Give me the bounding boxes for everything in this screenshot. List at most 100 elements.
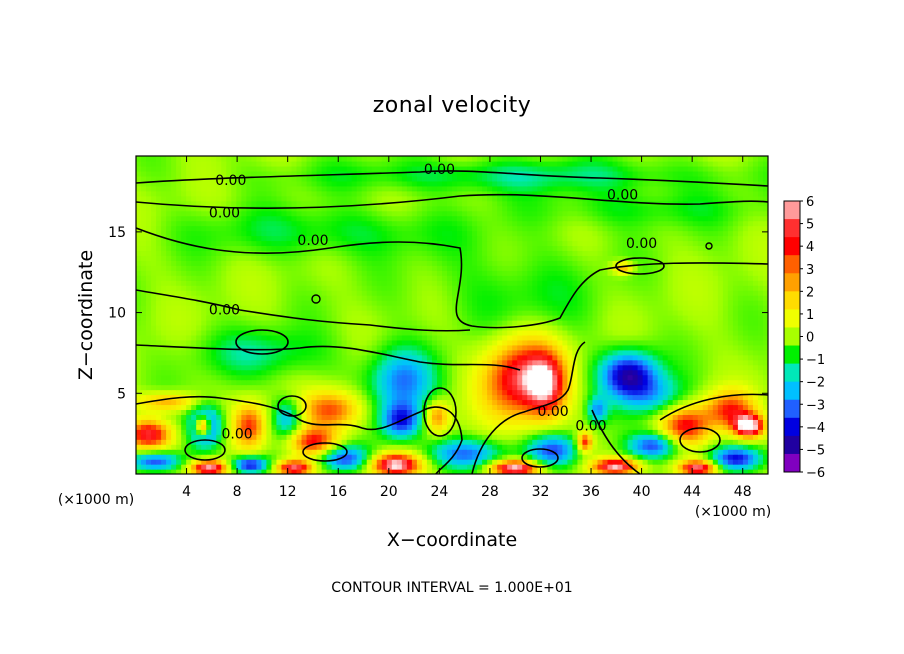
heatmap-cell xyxy=(401,374,408,381)
heatmap-cell xyxy=(386,444,393,450)
heatmap-cell xyxy=(331,419,338,425)
heatmap-cell xyxy=(597,429,604,435)
heatmap-cell xyxy=(266,329,273,336)
heatmap-cell xyxy=(276,349,283,356)
heatmap-cell xyxy=(657,339,664,346)
heatmap-cell xyxy=(752,369,759,376)
heatmap-cell xyxy=(737,419,744,425)
heatmap-cell xyxy=(532,324,538,331)
heatmap-cell xyxy=(497,409,503,415)
heatmap-cell xyxy=(266,389,273,396)
heatmap-cell xyxy=(251,305,257,311)
heatmap-cell xyxy=(401,310,408,316)
heatmap-cell xyxy=(542,334,548,341)
heatmap-cell xyxy=(356,449,363,455)
heatmap-cell xyxy=(597,464,604,470)
heatmap-cell xyxy=(527,449,533,455)
heatmap-cell xyxy=(396,389,403,396)
heatmap-cell xyxy=(597,399,604,406)
heatmap-cell xyxy=(617,464,624,470)
heatmap-cell xyxy=(512,374,518,381)
heatmap-cell xyxy=(361,285,368,291)
heatmap-cell xyxy=(371,449,378,455)
heatmap-cell xyxy=(221,424,227,430)
heatmap-cell xyxy=(156,384,162,391)
heatmap-cell xyxy=(256,384,262,391)
heatmap-cell xyxy=(482,374,488,381)
heatmap-cell xyxy=(587,319,594,326)
heatmap-cell xyxy=(582,459,589,465)
heatmap-cell xyxy=(381,419,388,425)
heatmap-cell xyxy=(431,374,438,381)
heatmap-cell xyxy=(512,394,518,401)
heatmap-cell xyxy=(707,344,714,351)
heatmap-cell xyxy=(527,319,533,326)
heatmap-cell xyxy=(592,295,599,301)
heatmap-cell xyxy=(311,399,318,406)
heatmap-cell xyxy=(612,444,619,450)
heatmap-cell xyxy=(426,374,433,381)
heatmap-cell xyxy=(717,285,724,291)
heatmap-cell xyxy=(236,300,242,306)
heatmap-cell xyxy=(411,315,418,321)
heatmap-cell xyxy=(316,290,323,296)
heatmap-cell xyxy=(582,319,589,326)
heatmap-cell xyxy=(572,285,578,291)
heatmap-cell xyxy=(266,364,273,371)
heatmap-cell xyxy=(161,310,167,316)
heatmap-cell xyxy=(582,315,589,321)
heatmap-cell xyxy=(717,364,724,371)
heatmap-cell xyxy=(326,429,333,435)
heatmap-cell xyxy=(567,399,573,406)
heatmap-cell xyxy=(226,369,232,376)
heatmap-cell xyxy=(477,359,483,366)
heatmap-cell xyxy=(226,434,232,440)
heatmap-cell xyxy=(527,344,533,351)
heatmap-cell xyxy=(271,275,278,281)
heatmap-cell xyxy=(472,315,478,321)
heatmap-cell xyxy=(316,354,323,361)
heatmap-cell xyxy=(497,459,503,465)
heatmap-cell xyxy=(667,354,674,361)
heatmap-cell xyxy=(351,419,358,425)
heatmap-cell xyxy=(457,389,463,396)
heatmap-cell xyxy=(732,419,739,425)
heatmap-cell xyxy=(436,414,443,420)
heatmap-cell xyxy=(647,295,654,301)
heatmap-cell xyxy=(276,374,283,381)
heatmap-cell xyxy=(216,285,222,291)
heatmap-cell xyxy=(316,459,323,465)
heatmap-cell xyxy=(411,319,418,326)
heatmap-cell xyxy=(637,439,644,445)
heatmap-cell xyxy=(141,449,147,455)
heatmap-cell xyxy=(251,409,257,415)
heatmap-cell xyxy=(136,334,142,341)
heatmap-cell xyxy=(356,399,363,406)
heatmap-cell xyxy=(762,444,768,450)
heatmap-cell xyxy=(276,369,283,376)
heatmap-cell xyxy=(612,285,619,291)
heatmap-cell xyxy=(462,444,468,450)
heatmap-cell xyxy=(692,329,699,336)
heatmap-cell xyxy=(146,319,152,326)
heatmap-cell xyxy=(361,324,368,331)
heatmap-cell xyxy=(457,344,463,351)
heatmap-cell xyxy=(406,454,413,460)
heatmap-cell xyxy=(246,354,252,361)
heatmap-cell xyxy=(301,349,308,356)
heatmap-cell xyxy=(647,300,654,306)
heatmap-cell xyxy=(291,439,298,445)
heatmap-cell xyxy=(341,439,348,445)
heatmap-cell xyxy=(181,444,187,450)
heatmap-cell xyxy=(617,439,624,445)
heatmap-cell xyxy=(306,374,313,381)
heatmap-cell xyxy=(467,384,473,391)
heatmap-cell xyxy=(622,384,629,391)
heatmap-cell xyxy=(712,374,719,381)
heatmap-cell xyxy=(512,329,518,336)
heatmap-cell xyxy=(401,359,408,366)
heatmap-cell xyxy=(522,310,528,316)
heatmap-cell xyxy=(547,434,553,440)
heatmap-cell xyxy=(542,439,548,445)
heatmap-cell xyxy=(567,315,573,321)
